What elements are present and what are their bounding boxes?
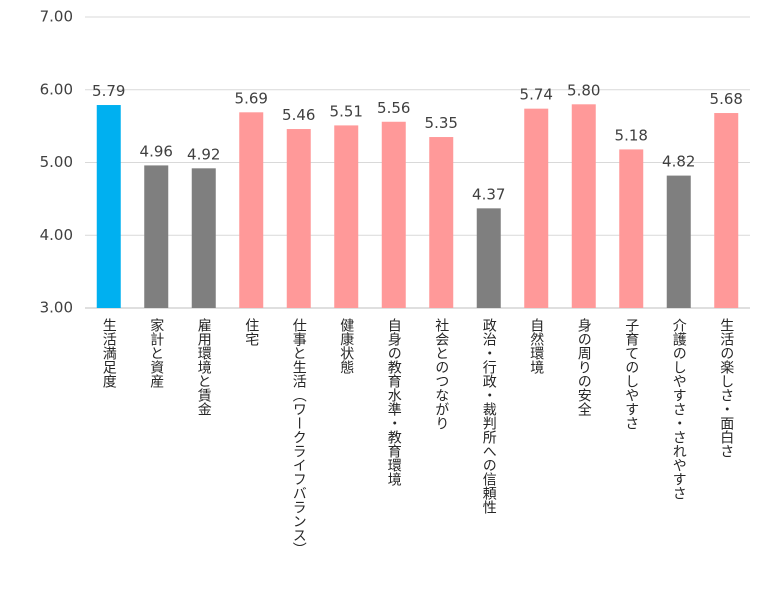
y-tick-label: 6.00 bbox=[40, 80, 73, 98]
value-label: 5.68 bbox=[710, 90, 743, 108]
x-tick-label: 健康状態 bbox=[338, 318, 354, 374]
bar bbox=[476, 208, 501, 308]
x-tick-label: 生活の楽しさ・面白さ bbox=[718, 318, 734, 458]
x-tick-label: 生活満足度 bbox=[101, 318, 117, 388]
bar bbox=[381, 121, 406, 308]
x-tick-label: 子育てのしやすさ bbox=[623, 318, 639, 430]
x-tick-label: 自身の教育水準・教育環境 bbox=[386, 318, 402, 487]
value-label: 5.35 bbox=[425, 114, 458, 132]
value-label: 5.46 bbox=[282, 106, 315, 124]
bar bbox=[714, 113, 739, 308]
value-label: 5.74 bbox=[520, 86, 553, 104]
value-label: 5.69 bbox=[235, 89, 268, 107]
x-tick-label: 家計と資産 bbox=[148, 317, 164, 389]
y-tick-label: 3.00 bbox=[40, 299, 73, 317]
bar bbox=[286, 129, 311, 308]
y-tick-label: 4.00 bbox=[40, 226, 73, 244]
value-label: 4.82 bbox=[662, 153, 695, 171]
value-label: 4.96 bbox=[140, 142, 173, 160]
bar bbox=[619, 149, 644, 308]
value-label: 4.37 bbox=[472, 185, 505, 203]
bar bbox=[666, 175, 691, 308]
x-tick-label: 住宅 bbox=[243, 318, 259, 346]
x-tick-label: 仕事と生活（ワークライフバランス） bbox=[291, 318, 307, 556]
x-tick-label: 社会とのつながり bbox=[433, 318, 449, 430]
bar bbox=[239, 112, 264, 309]
value-label: 5.79 bbox=[92, 82, 125, 100]
x-tick-label: 身の周りの安全 bbox=[576, 318, 592, 416]
bar bbox=[191, 168, 216, 308]
bar bbox=[96, 105, 121, 308]
y-tick-label: 7.00 bbox=[40, 8, 73, 26]
bar bbox=[334, 125, 359, 309]
value-label: 5.51 bbox=[330, 102, 363, 120]
bar bbox=[429, 137, 454, 308]
x-tick-label: 自然環境 bbox=[528, 318, 544, 375]
value-label: 5.56 bbox=[377, 99, 410, 117]
value-label: 4.92 bbox=[187, 145, 220, 163]
x-tick-label: 雇用環境と賃金 bbox=[196, 317, 212, 416]
x-tick-label: 介護のしやすさ・されやすさ bbox=[671, 318, 687, 500]
bar bbox=[524, 108, 549, 308]
value-label: 5.80 bbox=[567, 81, 600, 99]
bar bbox=[144, 165, 169, 308]
bar bbox=[571, 104, 596, 308]
y-tick-label: 5.00 bbox=[40, 153, 73, 171]
x-tick-label: 政治・行政・裁判所への信頼性 bbox=[481, 318, 497, 514]
value-label: 5.18 bbox=[615, 126, 648, 144]
